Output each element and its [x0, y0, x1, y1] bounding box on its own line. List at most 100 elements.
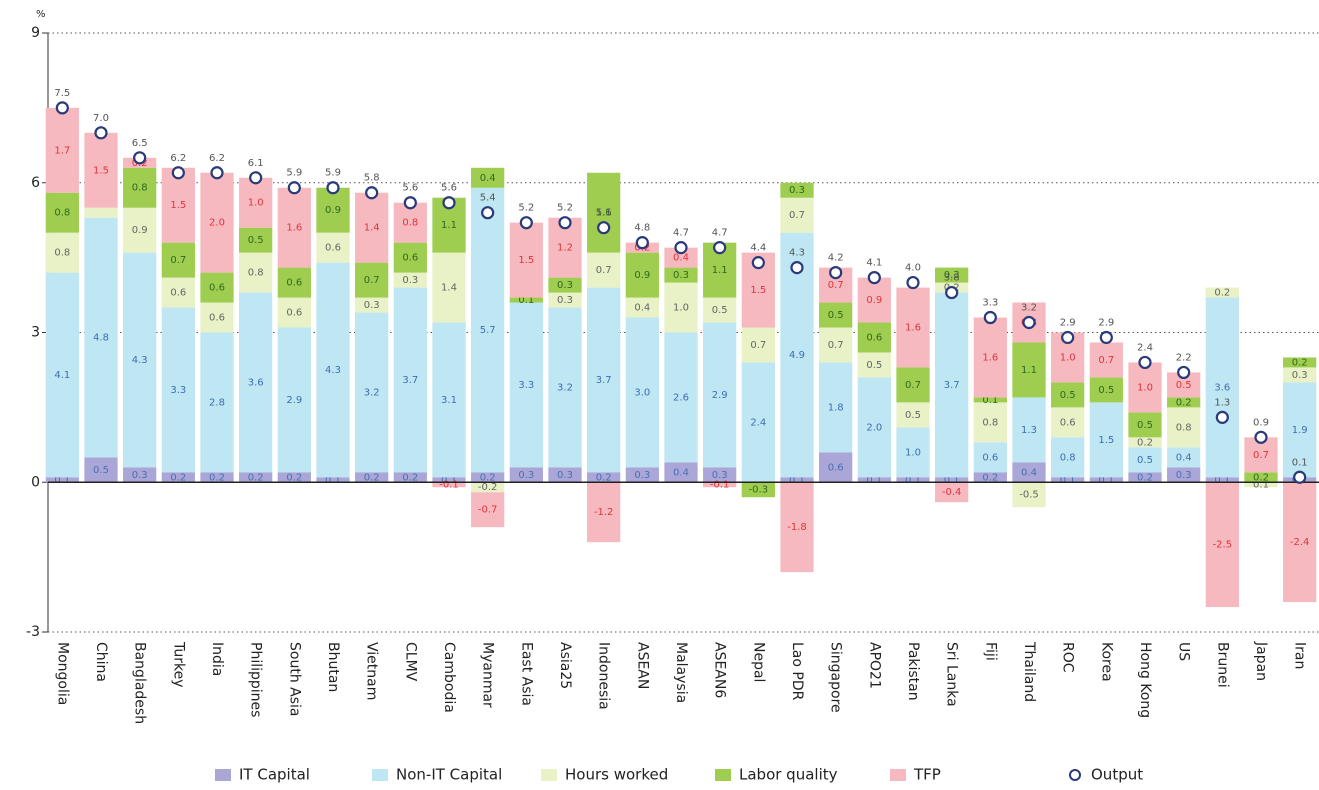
- value-label: 4.3: [325, 365, 341, 376]
- bar-segment: [239, 227, 273, 253]
- value-label: 0.3: [132, 470, 148, 481]
- x-tick-label: Malaysia: [673, 642, 689, 703]
- bar-segment: [1283, 357, 1317, 368]
- value-label: 0.1: [1214, 475, 1230, 486]
- bar-segment: [1128, 472, 1162, 483]
- bar-segment: [123, 207, 157, 253]
- bar-segment: [1167, 407, 1201, 448]
- value-label: 2.4: [750, 417, 766, 428]
- value-label: 1.3: [1021, 425, 1037, 436]
- value-label: -1.2: [594, 507, 614, 518]
- y-tick-label: 6: [31, 175, 40, 191]
- value-label: 1.5: [518, 255, 534, 266]
- value-label: 0.2: [982, 472, 998, 483]
- x-tick-label: Brunei: [1214, 642, 1230, 688]
- y-tick-label: -3: [26, 624, 40, 640]
- value-label: 0.2: [1176, 397, 1192, 408]
- output-label: 6.1: [248, 158, 264, 169]
- x-tick-label: India: [209, 642, 225, 676]
- bar-segment: [45, 477, 79, 483]
- value-label: 1.5: [1098, 435, 1114, 446]
- value-label: 0.3: [634, 470, 650, 481]
- output-marker: [829, 266, 843, 280]
- bar-segment: [355, 312, 389, 473]
- legend-swatch: [890, 769, 906, 781]
- value-label: 0.7: [170, 255, 186, 266]
- value-label: 0.1: [1098, 475, 1114, 486]
- bar-segment: [316, 187, 350, 233]
- bar-segment: [200, 332, 234, 473]
- bar-segment: [316, 262, 350, 478]
- value-label: 1.0: [248, 198, 264, 209]
- value-label: -0.5: [1019, 490, 1039, 501]
- bar-segment: [625, 317, 659, 468]
- value-label: 1.6: [905, 323, 921, 334]
- value-label: 0.8: [54, 248, 70, 259]
- y-tick-label: 9: [31, 25, 40, 41]
- bar-segment: [509, 297, 543, 303]
- bar-segment: [780, 477, 814, 483]
- bar-segment: [1167, 467, 1201, 483]
- value-label: -0.7: [478, 505, 498, 516]
- value-label: 0.4: [634, 303, 650, 314]
- output-marker: [751, 256, 765, 270]
- value-label: 0.6: [209, 313, 225, 324]
- x-tick-label: Iran: [1292, 642, 1308, 669]
- legend-label: IT Capital: [239, 766, 310, 784]
- bar-segment: [239, 292, 273, 473]
- bar-segment: [432, 482, 466, 488]
- bar-segment: [548, 467, 582, 483]
- bar-segment: [1128, 362, 1162, 413]
- value-label: 2.9: [286, 395, 302, 406]
- output-marker: [1215, 410, 1229, 424]
- output-marker: [1177, 365, 1191, 380]
- value-label: 0.7: [596, 265, 612, 276]
- bar-segment: [741, 327, 775, 363]
- output-label: 4.3: [789, 248, 805, 259]
- bar-segment: [84, 217, 118, 458]
- output-label: 3.8: [944, 273, 960, 284]
- output-marker: [945, 285, 959, 300]
- bar-segment: [935, 482, 969, 503]
- output-label: 4.8: [634, 223, 650, 234]
- output-label: 5.2: [557, 203, 573, 214]
- bar-segment: [857, 322, 891, 353]
- value-label: 1.5: [93, 165, 109, 176]
- value-label: 0.5: [1137, 455, 1153, 466]
- bar-segment: [277, 187, 311, 268]
- output-label: 4.7: [673, 228, 689, 239]
- value-label: 0.7: [364, 275, 380, 286]
- value-label: -0.4: [942, 487, 962, 498]
- value-label: 3.3: [170, 385, 186, 396]
- value-label: 1.6: [982, 352, 998, 363]
- bar-segment: [1244, 482, 1278, 488]
- legend-label: TFP: [913, 766, 941, 784]
- bar-segment: [393, 202, 427, 243]
- value-label: 2.0: [209, 218, 225, 229]
- value-label: 0.2: [170, 472, 186, 483]
- bar-segment: [432, 322, 466, 478]
- value-label: -2.5: [1213, 540, 1233, 551]
- bar-segment: [587, 472, 621, 483]
- value-label: 0.5: [248, 235, 264, 246]
- bar-segment: [45, 192, 79, 233]
- value-label: 5.7: [480, 325, 496, 336]
- x-tick-label: Lao PDR: [789, 642, 805, 701]
- bar-segment: [935, 292, 969, 478]
- output-label: 7.0: [93, 113, 109, 124]
- legend-label: Hours worked: [565, 766, 668, 784]
- output-marker: [1138, 355, 1152, 370]
- bar-segment: [239, 472, 273, 483]
- output-marker: [1254, 430, 1268, 444]
- value-label: 2.8: [209, 397, 225, 408]
- legend-label: Output: [1091, 766, 1143, 784]
- output-marker: [519, 216, 533, 230]
- value-label: 0.2: [596, 472, 612, 483]
- value-label: 1.6: [286, 223, 302, 234]
- bar-segment: [1167, 447, 1201, 468]
- value-label: 0.7: [828, 280, 844, 291]
- value-label: 0.2: [1137, 437, 1153, 448]
- bar-segment: [1089, 477, 1123, 483]
- output-label: 2.2: [1176, 352, 1192, 363]
- value-label: 0.5: [828, 310, 844, 321]
